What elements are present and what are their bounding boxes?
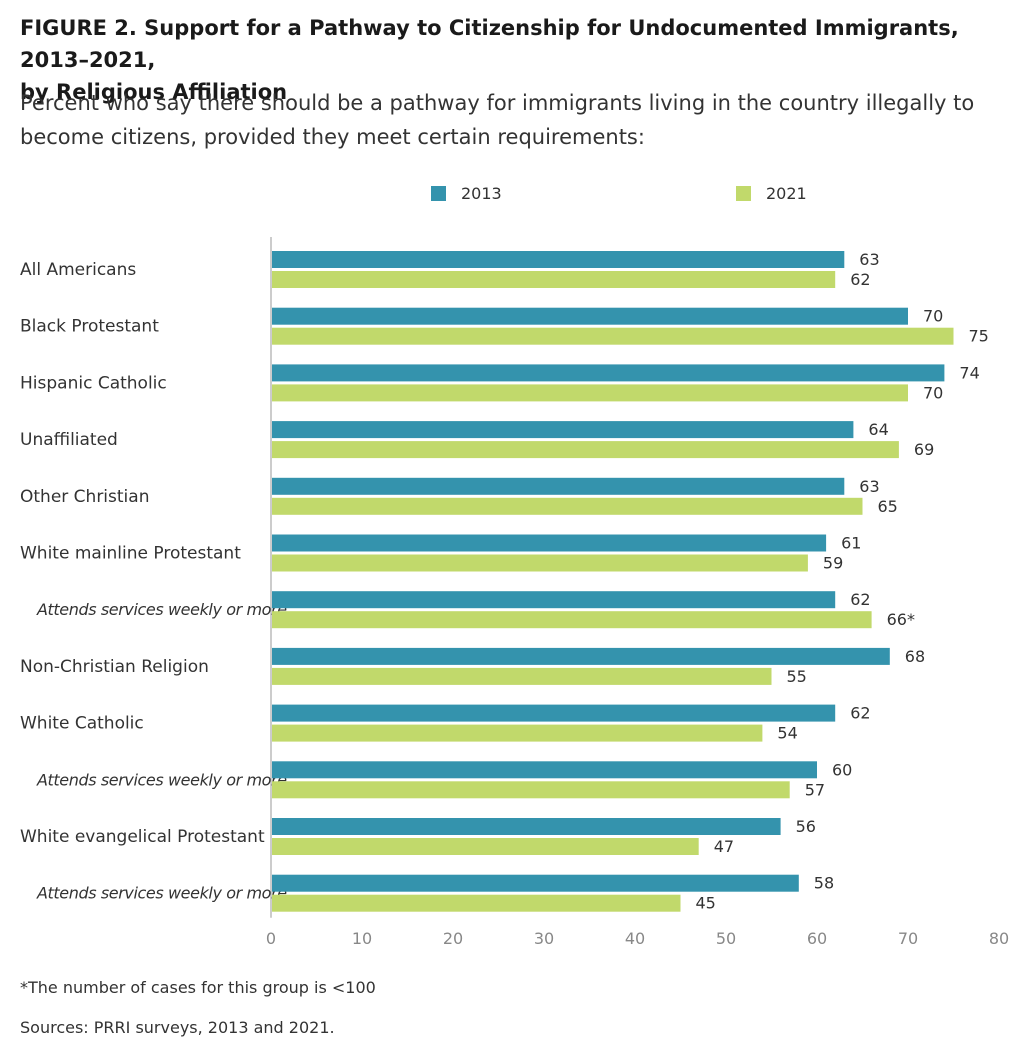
bar-2021 bbox=[272, 271, 836, 288]
bar-2021 bbox=[272, 384, 908, 402]
legend-item-2013: 2013 bbox=[431, 183, 502, 203]
category-label: Hispanic Catholic bbox=[20, 373, 167, 393]
data-label-2021: 47 bbox=[714, 837, 734, 856]
data-label-2013: 62 bbox=[850, 590, 870, 609]
data-label-2021: 54 bbox=[777, 724, 797, 743]
data-label-2013: 56 bbox=[796, 817, 816, 836]
sources-note: Sources: PRRI surveys, 2013 and 2021. bbox=[20, 1018, 335, 1037]
x-tick-label: 50 bbox=[716, 929, 736, 948]
category-label: All Americans bbox=[20, 260, 136, 280]
data-label-2013: 60 bbox=[832, 760, 852, 779]
x-tick-label: 70 bbox=[898, 929, 918, 948]
data-label-2021: 57 bbox=[805, 780, 825, 799]
legend-label-2021: 2021 bbox=[766, 183, 807, 203]
data-label-2021: 45 bbox=[696, 894, 716, 913]
bar-2013 bbox=[272, 761, 817, 779]
bar-2021 bbox=[272, 554, 808, 572]
data-label-2021: 65 bbox=[878, 497, 898, 516]
category-label: Other Christian bbox=[20, 487, 149, 507]
category-label: Attends services weekly or more bbox=[36, 770, 287, 789]
data-label-2021: 55 bbox=[787, 667, 807, 686]
data-label-2013: 63 bbox=[859, 477, 879, 496]
legend-swatch-2013 bbox=[431, 185, 446, 201]
bar-2013 bbox=[272, 307, 908, 325]
bar-2021 bbox=[272, 894, 681, 912]
bar-2013 bbox=[272, 251, 845, 268]
bar-2013 bbox=[272, 647, 890, 665]
legend-swatch-2021 bbox=[736, 185, 751, 201]
category-label: Non-Christian Religion bbox=[20, 657, 209, 677]
data-label-2021: 70 bbox=[923, 383, 943, 402]
bar-2013 bbox=[272, 591, 836, 609]
footnote-small-sample: *The number of cases for this group is <… bbox=[20, 978, 376, 997]
data-label-2021: 66* bbox=[887, 610, 915, 629]
bar-2021 bbox=[272, 781, 790, 799]
x-tick-label: 0 bbox=[266, 929, 276, 948]
category-label: White mainline Protestant bbox=[20, 544, 241, 564]
x-tick-label: 80 bbox=[989, 929, 1009, 948]
x-tick-label: 40 bbox=[625, 929, 645, 948]
data-label-2021: 75 bbox=[969, 327, 989, 346]
data-label-2013: 74 bbox=[959, 363, 979, 382]
category-label: Attends services weekly or more bbox=[36, 884, 287, 903]
data-label-2013: 63 bbox=[859, 250, 879, 269]
category-label: White evangelical Protestant bbox=[20, 827, 265, 847]
data-label-2013: 61 bbox=[841, 534, 861, 553]
bar-2021 bbox=[272, 667, 772, 685]
bar-2021 bbox=[272, 497, 863, 515]
figure-title-line2: by Religious Affiliation bbox=[20, 80, 288, 104]
legend-item-2021: 2021 bbox=[736, 183, 807, 203]
category-label: Unaffiliated bbox=[20, 430, 118, 450]
data-label-2021: 59 bbox=[823, 554, 843, 573]
bar-2021 bbox=[272, 838, 699, 855]
data-label-2013: 58 bbox=[814, 874, 834, 893]
category-label: Attends services weekly or more bbox=[36, 600, 287, 619]
bar-2013 bbox=[272, 477, 845, 495]
bar-2013 bbox=[272, 818, 781, 835]
bar-2021 bbox=[272, 441, 899, 459]
data-label-2021: 62 bbox=[850, 270, 870, 289]
data-label-2013: 64 bbox=[868, 420, 888, 439]
bar-2013 bbox=[272, 364, 945, 382]
data-label-2013: 70 bbox=[923, 307, 943, 326]
figure-subtitle-line1: Percent who say there should be a pathwa… bbox=[20, 91, 975, 115]
bar-2013 bbox=[272, 534, 827, 552]
category-label: Black Protestant bbox=[20, 317, 159, 337]
x-tick-label: 20 bbox=[443, 929, 463, 948]
figure-title-line1: FIGURE 2. Support for a Pathway to Citiz… bbox=[20, 16, 959, 72]
figure-title: FIGURE 2. Support for a Pathway to Citiz… bbox=[20, 12, 1020, 108]
x-tick-label: 30 bbox=[534, 929, 554, 948]
x-tick-label: 10 bbox=[352, 929, 372, 948]
category-label: White Catholic bbox=[20, 714, 144, 734]
bar-2021 bbox=[272, 327, 954, 345]
figure-subtitle-line2: become citizens, provided they meet cert… bbox=[20, 125, 645, 149]
figure-subtitle: Percent who say there should be a pathwa… bbox=[20, 86, 1000, 154]
data-label-2013: 62 bbox=[850, 704, 870, 723]
data-label-2021: 69 bbox=[914, 440, 934, 459]
x-tick-label: 60 bbox=[807, 929, 827, 948]
bar-2021 bbox=[272, 724, 763, 742]
bar-2021 bbox=[272, 611, 872, 629]
data-label-2013: 68 bbox=[905, 647, 925, 666]
bar-2013 bbox=[272, 421, 854, 439]
bar-2013 bbox=[272, 874, 799, 892]
legend-label-2013: 2013 bbox=[461, 183, 502, 203]
bar-2013 bbox=[272, 704, 836, 722]
